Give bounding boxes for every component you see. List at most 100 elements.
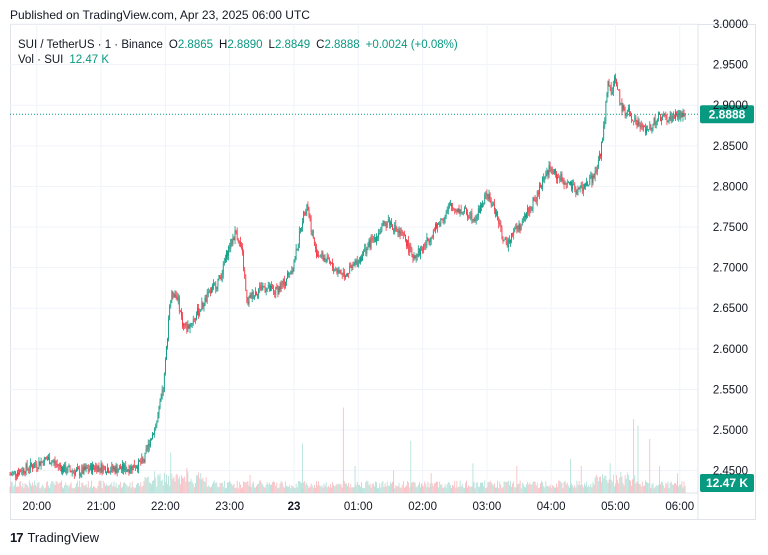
volume-bar: [681, 481, 683, 493]
volume-bar: [519, 480, 521, 493]
volume-bar: [216, 482, 218, 493]
volume-bar: [648, 483, 650, 493]
volume-bar: [679, 484, 681, 493]
volume-bar: [255, 487, 256, 493]
volume-bar: [156, 486, 158, 493]
volume-bar: [150, 482, 151, 493]
candle-body: [324, 257, 326, 262]
candle-body: [516, 226, 518, 229]
volume-bar: [304, 481, 306, 493]
volume-bar: [199, 478, 201, 493]
candle-body: [452, 206, 453, 208]
volume-bar: [610, 479, 612, 493]
volume-bar: [62, 487, 63, 493]
candle-body: [58, 464, 60, 467]
candle-body: [271, 285, 272, 288]
candle-body: [102, 466, 104, 473]
y-tick-label: 2.8500: [713, 141, 748, 153]
candle-body: [511, 233, 512, 240]
candle-body: [18, 472, 19, 475]
volume-bar: [93, 485, 94, 493]
volume-bar: [69, 484, 71, 493]
candle-body: [211, 288, 212, 294]
candle-body: [226, 251, 227, 259]
volume-bar: [364, 488, 366, 493]
tradingview-logo[interactable]: 17 TradingView: [10, 530, 99, 545]
volume-bar: [110, 484, 112, 493]
volume-bar: [94, 486, 96, 493]
volume-bar: [481, 482, 482, 493]
candle-body: [264, 287, 266, 293]
candle-body: [355, 260, 357, 263]
candle-body: [430, 237, 432, 242]
candle-body: [675, 112, 676, 119]
volume-bar: [113, 481, 115, 493]
volume-spike: [249, 475, 251, 493]
candle-body: [670, 115, 672, 122]
volume-bar: [593, 484, 595, 493]
candle-body: [494, 203, 495, 211]
volume-bar: [408, 482, 410, 493]
candle-body: [96, 465, 98, 472]
candle-body: [71, 471, 73, 473]
volume-bar: [215, 483, 217, 493]
volume-bar: [515, 487, 517, 493]
volume-bar: [57, 484, 59, 493]
volume-bar: [262, 484, 264, 493]
candle-body: [667, 121, 669, 122]
volume-bar: [61, 480, 62, 493]
volume-bar: [205, 477, 207, 493]
candle-body: [196, 314, 197, 320]
volume-bar: [71, 487, 73, 493]
candle-body: [572, 184, 573, 190]
candle-body: [655, 122, 657, 125]
volume-bar: [355, 485, 357, 493]
volume-bar: [378, 488, 380, 493]
volume-bar: [549, 484, 551, 493]
volume-bar: [541, 480, 542, 493]
volume-bar: [80, 487, 82, 493]
candle-body: [537, 191, 539, 195]
candle-body: [39, 461, 41, 466]
volume-bar: [10, 481, 12, 493]
volume-bar: [636, 481, 638, 493]
candle-body: [10, 474, 12, 476]
volume-bar: [487, 482, 489, 493]
candle-body: [353, 264, 355, 266]
volume-bar: [607, 483, 609, 493]
current-price-tag: [700, 105, 754, 124]
volume-bar: [369, 483, 371, 493]
volume-bar: [581, 484, 583, 493]
volume-bar: [360, 486, 361, 493]
candle-body: [399, 230, 401, 235]
candle-body: [513, 231, 515, 235]
candle-body: [654, 117, 656, 125]
candle-body: [328, 257, 330, 263]
volume-bar: [237, 488, 239, 493]
candle-body: [584, 184, 585, 189]
candle-body: [174, 294, 176, 298]
candle-body: [607, 81, 609, 94]
candle-body: [138, 459, 139, 470]
volume-bar: [79, 480, 81, 493]
candle-body: [498, 220, 500, 224]
candle-body: [574, 184, 576, 189]
candle-body: [450, 203, 451, 206]
volume-bar: [372, 483, 374, 493]
candle-body: [477, 208, 479, 217]
candle-body: [268, 284, 270, 291]
volume-spike: [633, 419, 635, 493]
candle-body: [475, 219, 477, 222]
candle-body: [485, 193, 487, 195]
candle-body: [413, 255, 415, 258]
candle-body: [517, 228, 519, 230]
volume-spike: [302, 443, 303, 493]
candle-body: [155, 425, 157, 428]
volume-bar: [627, 475, 629, 493]
volume-bar: [151, 484, 152, 493]
candle-body: [563, 181, 565, 185]
candle-body: [289, 272, 291, 274]
volume-bar: [161, 479, 163, 493]
volume-bar: [91, 480, 92, 493]
